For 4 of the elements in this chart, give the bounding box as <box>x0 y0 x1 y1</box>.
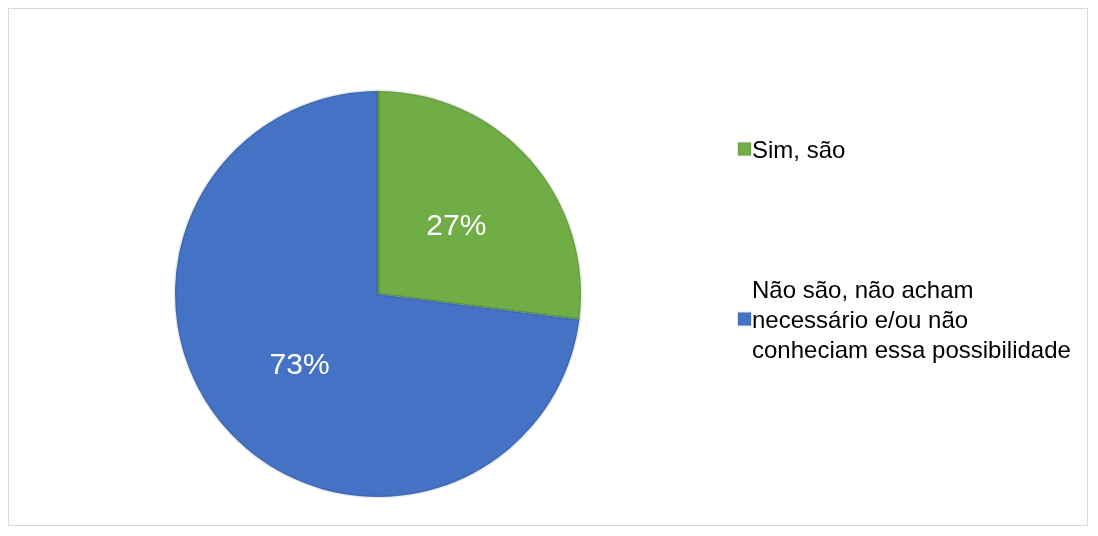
legend-label: Sim, são <box>752 135 846 163</box>
data-label: 27% <box>426 208 487 242</box>
legend-label: Não são, não acham necessário e/ou não conheciam essa possibilidade <box>752 275 1071 363</box>
data-label: 73% <box>269 346 330 380</box>
